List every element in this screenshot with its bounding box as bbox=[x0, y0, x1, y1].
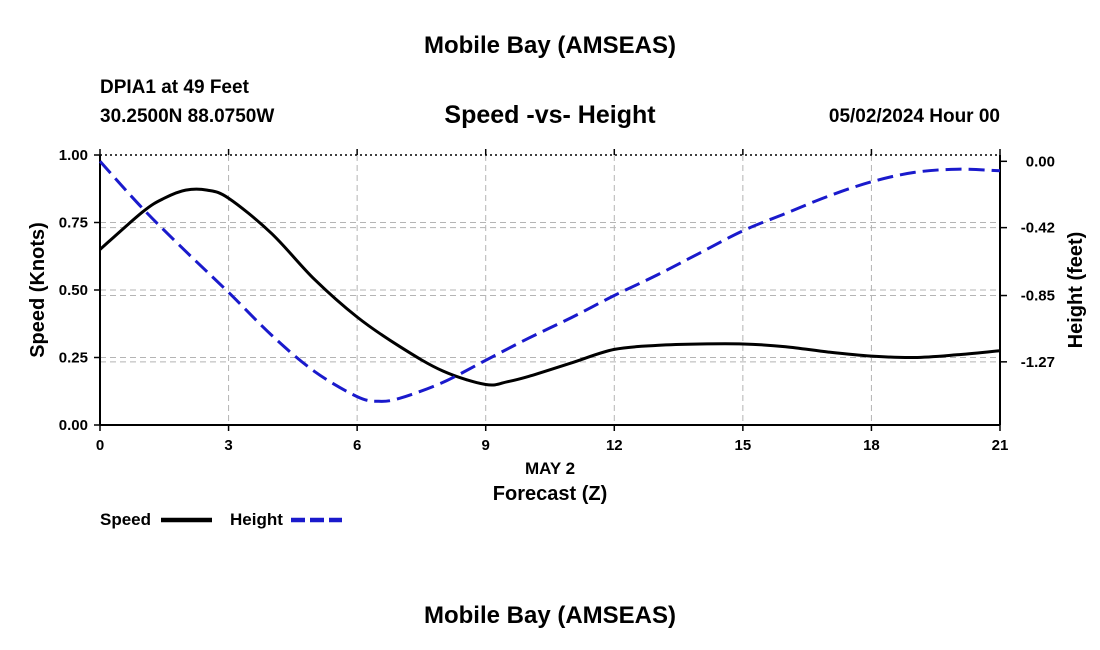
legend-label-height: Height bbox=[230, 510, 283, 529]
y-right-tick-label: -1.27 bbox=[1021, 354, 1055, 371]
main-title: Mobile Bay (AMSEAS) bbox=[423, 32, 677, 59]
grid-lines bbox=[100, 155, 1000, 425]
y-right-tick-label: 0.00 bbox=[1026, 153, 1055, 170]
series-line-height bbox=[98, 160, 1001, 403]
x-tick-label: 18 bbox=[863, 437, 880, 454]
x-tick-label: 0 bbox=[96, 437, 104, 454]
x-tick-label: 12 bbox=[606, 437, 623, 454]
y-right-tick-label: -0.85 bbox=[1021, 288, 1055, 305]
series-line-speed bbox=[99, 187, 1001, 387]
axis-labels: MAY 2 Forecast (Z) Speed (Knots) Height … bbox=[27, 222, 1087, 505]
x-axis-date-label: MAY 2 bbox=[525, 459, 575, 478]
y-left-tick-label: 0.25 bbox=[59, 350, 88, 367]
station-label: DPIA1 at 49 Feet bbox=[100, 77, 249, 98]
y-axis-right-label: Height (feet) bbox=[1065, 232, 1087, 349]
station-coords: 30.2500N 88.0750W bbox=[100, 106, 275, 127]
forecast-datetime: 05/02/2024 Hour 00 bbox=[828, 106, 1000, 127]
footer-title: Mobile Bay (AMSEAS) bbox=[423, 602, 677, 629]
y-left-tick-label: 0.50 bbox=[59, 282, 88, 299]
y-right-tick-label: -0.42 bbox=[1021, 220, 1055, 237]
y-left-tick-label: 0.75 bbox=[59, 215, 88, 232]
x-tick-label: 6 bbox=[353, 437, 361, 454]
x-tick-label: 3 bbox=[224, 437, 232, 454]
legend: Speed Height bbox=[100, 510, 342, 529]
chart-subtitle: Speed -vs- Height bbox=[444, 101, 656, 129]
legend-label-speed: Speed bbox=[100, 510, 151, 529]
x-axis-label: Forecast (Z) bbox=[493, 483, 607, 505]
series-lines bbox=[98, 160, 1001, 403]
y-left-tick-label: 0.00 bbox=[59, 417, 88, 434]
y-axis-left-label: Speed (Knots) bbox=[27, 222, 49, 358]
axis-ticks: 0 3 6 9 12 15 18 21 0.00 0.25 0.50 0.75 1.00 0.00 -0.4… bbox=[59, 147, 1055, 454]
y-left-tick-label: 1.00 bbox=[59, 147, 88, 164]
x-tick-label: 21 bbox=[992, 437, 1009, 454]
x-tick-label: 9 bbox=[482, 437, 490, 454]
x-tick-label: 15 bbox=[735, 437, 752, 454]
plot-frame bbox=[99, 154, 1001, 426]
